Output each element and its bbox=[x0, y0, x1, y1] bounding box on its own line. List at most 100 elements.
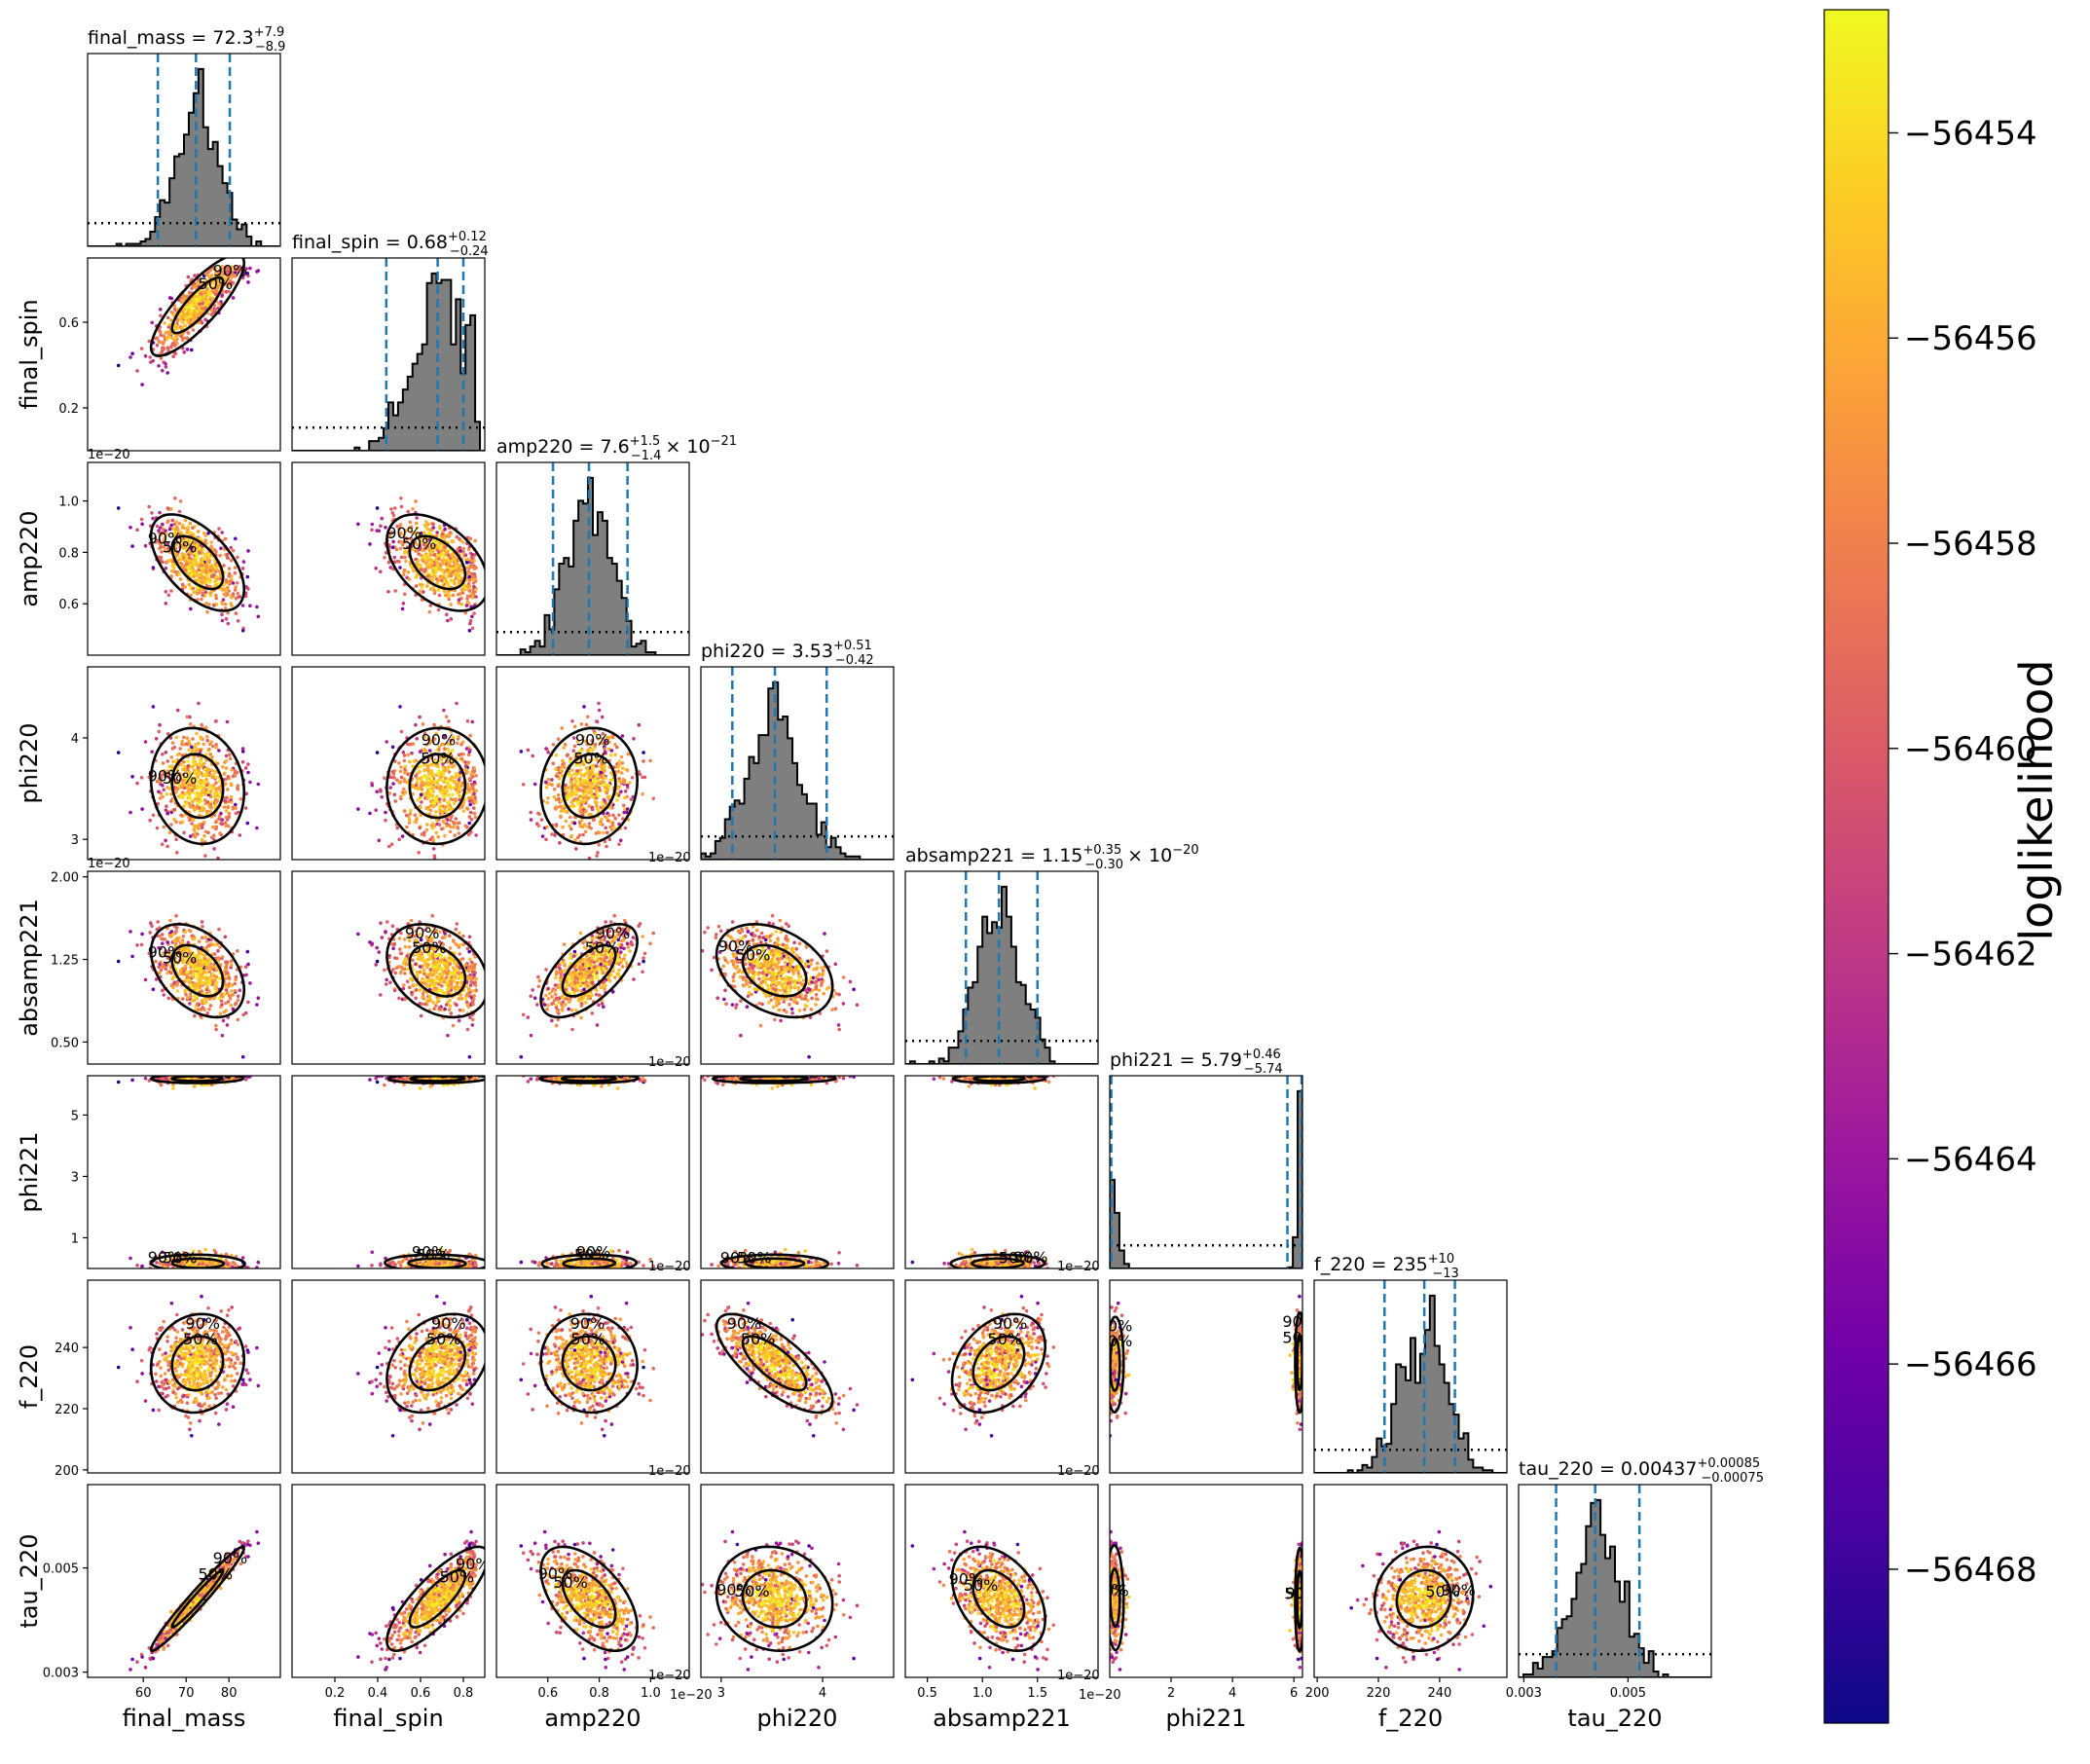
sample-point bbox=[240, 604, 245, 607]
sample-point bbox=[209, 544, 213, 548]
sample-point bbox=[203, 981, 208, 985]
sample-point bbox=[205, 800, 210, 804]
sample-point bbox=[197, 701, 201, 706]
sample-point bbox=[428, 565, 433, 570]
sample-point bbox=[150, 924, 154, 928]
sample-point bbox=[191, 964, 196, 969]
sample-point bbox=[163, 321, 166, 325]
sample-point bbox=[179, 531, 183, 534]
sample-point bbox=[201, 570, 204, 573]
panel-frame bbox=[87, 870, 281, 1065]
sample-point bbox=[470, 785, 475, 790]
sample-point bbox=[414, 499, 418, 503]
sample-point bbox=[610, 778, 614, 782]
sample-point bbox=[155, 343, 160, 348]
sample-point bbox=[402, 937, 407, 941]
sample-point bbox=[215, 980, 219, 985]
sample-point bbox=[421, 582, 424, 587]
sample-point bbox=[236, 268, 240, 273]
y-axis-label-absamp221: absamp221 bbox=[16, 899, 43, 1037]
sample-point bbox=[234, 806, 238, 810]
sample-point bbox=[226, 1000, 231, 1004]
sample-point bbox=[390, 545, 395, 549]
sample-point bbox=[425, 790, 429, 795]
y-axis-label-final_spin: final_spin bbox=[16, 299, 43, 409]
sample-point bbox=[406, 753, 411, 757]
sample-point bbox=[157, 934, 162, 938]
sample-point bbox=[164, 751, 168, 754]
sample-point bbox=[195, 975, 200, 980]
sample-point bbox=[391, 539, 395, 544]
panel-final_mass-vs-final_mass: final_mass = 72.3+7.9 −8.9 bbox=[87, 25, 285, 247]
histogram-amp220 bbox=[496, 476, 689, 655]
sample-point bbox=[157, 529, 161, 533]
sample-point bbox=[224, 753, 229, 758]
sample-point bbox=[192, 982, 197, 987]
sample-point bbox=[590, 738, 595, 743]
sample-point bbox=[405, 825, 409, 829]
sample-point bbox=[212, 833, 216, 837]
sample-point bbox=[579, 796, 583, 801]
sample-point bbox=[208, 593, 213, 598]
sample-point bbox=[562, 761, 567, 766]
sample-point bbox=[578, 768, 583, 772]
sample-point bbox=[601, 731, 605, 736]
sample-point bbox=[209, 540, 213, 544]
sample-point bbox=[405, 545, 410, 549]
sample-point bbox=[157, 945, 161, 950]
sample-point bbox=[210, 768, 214, 773]
sample-point bbox=[205, 561, 210, 565]
sample-point bbox=[435, 580, 440, 585]
sample-point bbox=[455, 965, 459, 969]
sample-point bbox=[451, 820, 456, 825]
sample-point bbox=[163, 536, 166, 541]
sample-point bbox=[198, 967, 202, 971]
sample-point bbox=[422, 523, 427, 528]
panel-phi220-vs-final_spin: 50%90% bbox=[291, 666, 486, 861]
sample-point bbox=[225, 553, 229, 557]
sample-point bbox=[198, 983, 202, 988]
sample-point bbox=[167, 322, 172, 327]
sample-point bbox=[432, 802, 437, 806]
sample-point bbox=[568, 774, 571, 778]
sample-point bbox=[159, 953, 163, 958]
sample-point bbox=[603, 742, 606, 747]
sample-point bbox=[166, 593, 171, 598]
sample-point bbox=[233, 981, 238, 986]
sample-point bbox=[422, 735, 427, 740]
sample-point bbox=[598, 741, 603, 746]
sample-point bbox=[464, 604, 469, 607]
sample-point bbox=[213, 987, 217, 991]
sample-point bbox=[428, 528, 433, 533]
contour-label: 90% bbox=[148, 942, 183, 961]
sample-point bbox=[590, 807, 595, 812]
sample-point bbox=[404, 813, 409, 818]
sample-point bbox=[466, 969, 471, 974]
sample-point bbox=[590, 743, 594, 747]
sample-point bbox=[189, 834, 193, 838]
sample-point bbox=[231, 581, 236, 585]
sample-point bbox=[205, 609, 209, 614]
sample-point bbox=[198, 763, 202, 767]
sample-point bbox=[179, 563, 184, 567]
sample-point bbox=[225, 960, 230, 965]
sample-point bbox=[188, 722, 193, 726]
sample-point bbox=[217, 996, 221, 1001]
sample-point bbox=[192, 781, 197, 785]
sample-point bbox=[188, 951, 192, 956]
sample-point bbox=[143, 354, 148, 358]
sample-point bbox=[585, 790, 590, 793]
sample-point bbox=[175, 525, 179, 530]
sample-point bbox=[595, 764, 599, 768]
sample-point bbox=[448, 818, 453, 823]
sample-point bbox=[243, 594, 248, 599]
sample-point bbox=[190, 745, 194, 750]
sample-point bbox=[389, 507, 393, 511]
sample-point bbox=[130, 351, 134, 356]
sample-point bbox=[186, 306, 190, 310]
sample-point bbox=[154, 977, 159, 981]
sample-point bbox=[404, 536, 409, 540]
sample-point bbox=[399, 765, 403, 769]
